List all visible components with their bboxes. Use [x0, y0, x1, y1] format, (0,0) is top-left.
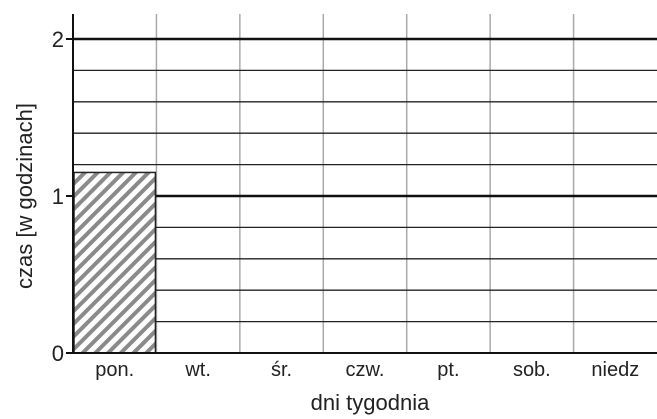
x-tick-label: sob.	[513, 359, 551, 381]
x-tick-label: śr.	[271, 359, 292, 381]
axes	[72, 14, 657, 354]
y-axis-title: czas [w godzinach]	[12, 103, 37, 289]
x-tick-label: niedz	[591, 359, 639, 381]
x-tick-label: wt.	[184, 359, 211, 381]
bars	[73, 171, 157, 354]
bar-0	[73, 171, 157, 354]
y-tick-label: 2	[52, 27, 64, 52]
x-tick-label: pt.	[437, 359, 459, 381]
x-tick-label: pon.	[95, 359, 134, 381]
y-tick-label: 1	[52, 184, 64, 209]
grid	[73, 14, 657, 353]
category-labels: pon. wt. śr. czw. pt. sob. niedz	[95, 359, 639, 381]
tick-labels: 0 1 2	[52, 27, 73, 366]
x-tick-label: czw.	[346, 359, 385, 381]
y-tick-label: 0	[52, 341, 64, 366]
x-axis-title: dni tygodnia	[311, 390, 430, 415]
